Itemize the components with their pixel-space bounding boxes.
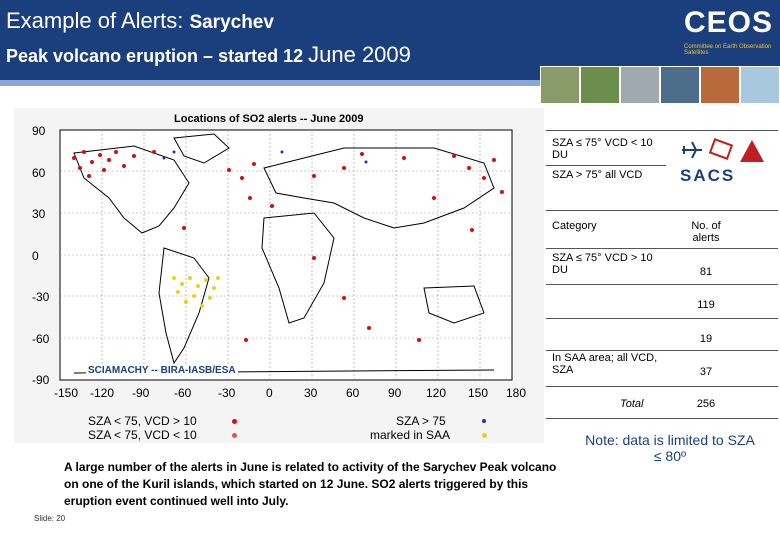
photo-thumbnail — [540, 66, 580, 104]
table-rule — [546, 248, 778, 249]
legend-label: SZA < 75, VCD > 10 — [88, 414, 197, 428]
title-regular-part: Example of Alerts: — [6, 8, 184, 33]
map-plot — [59, 129, 513, 381]
table-rule — [546, 284, 778, 285]
legend-swatch — [482, 433, 487, 438]
table-row-label: SZA > 75° all VCD — [552, 169, 643, 181]
y-tick-label: 0 — [32, 249, 39, 263]
y-tick-label: 30 — [32, 207, 46, 221]
y-tick-label: 90 — [32, 124, 46, 138]
alert-markers-vcd-high — [72, 150, 504, 342]
alerts-summary-table: SZA ≤ 75° VCD < 10 DU SZA > 75° all VCD … — [546, 130, 778, 420]
map-title: Locations of SO2 alerts -- June 2009 — [174, 113, 364, 125]
x-tick-label: -30 — [218, 386, 236, 400]
greenland-outline — [173, 133, 230, 164]
table-total-count: 256 — [696, 398, 716, 410]
sacs-icon — [682, 138, 764, 162]
x-tick-label: 30 — [304, 386, 318, 400]
y-tick-label: -30 — [32, 290, 50, 304]
table-cell-count: 37 — [699, 366, 713, 378]
photo-thumbnail — [580, 66, 620, 104]
x-tick-label: 60 — [346, 386, 360, 400]
slide-number: Slide: 20 — [34, 514, 66, 523]
title2-regular-part: June 2009 — [308, 42, 411, 67]
slide-title-line1: Example of Alerts: Sarychev — [6, 8, 274, 34]
legend-label: SZA > 75 — [396, 414, 446, 428]
photo-thumbnail — [740, 66, 780, 104]
table-rule — [546, 386, 778, 387]
map-credit: SCIAMACHY -- BIRA-IASB/ESA — [86, 365, 238, 376]
table-rule — [546, 130, 778, 131]
australia-outline — [423, 285, 485, 324]
x-tick-label: 150 — [468, 386, 489, 400]
so2-alert-map: Locations of SO2 alerts -- June 2009 90 … — [14, 108, 544, 443]
x-tick-label: -150 — [54, 386, 79, 400]
x-tick-label: -120 — [90, 386, 115, 400]
y-tick-label: 60 — [32, 166, 46, 180]
north-america-outline — [73, 145, 190, 234]
table-header-category: Category — [552, 220, 597, 232]
table-total-label: Total — [620, 398, 644, 410]
legend-label: marked in SAA — [370, 428, 451, 442]
table-rule — [546, 318, 778, 319]
y-tick-label: -90 — [32, 373, 50, 387]
table-cell-count: 119 — [697, 299, 715, 311]
table-row-label: SZA ≤ 75° VCD > 10 DU — [552, 252, 653, 276]
table-row-label: In SAA area; all VCD, SZA — [552, 352, 658, 376]
table-rule — [546, 418, 778, 419]
table-rule — [546, 350, 778, 351]
slide-header: Example of Alerts: Sarychev Peak volcano… — [0, 0, 780, 80]
x-tick-label: 180 — [506, 386, 527, 400]
eurasia-outline — [263, 147, 495, 229]
legend-label: SZA < 75, VCD < 10 — [88, 428, 197, 442]
photo-strip — [540, 66, 780, 106]
photo-thumbnail — [660, 66, 700, 104]
table-cell-count: 81 — [699, 266, 713, 278]
header-underline — [0, 80, 540, 86]
ceos-logo-text: CEOS — [684, 6, 774, 39]
photo-thumbnail — [620, 66, 660, 104]
x-tick-label: 120 — [426, 386, 447, 400]
x-tick-label: -90 — [132, 386, 150, 400]
legend-swatch — [482, 419, 486, 423]
title2-bold-part: Peak volcano eruption – started 12 — [6, 46, 304, 66]
alert-markers-saa — [172, 276, 220, 308]
legend-swatch — [232, 419, 237, 424]
x-tick-label: 0 — [266, 386, 273, 400]
legend-swatch — [232, 433, 237, 438]
x-tick-label: -60 — [174, 386, 192, 400]
south-america-outline — [158, 247, 210, 365]
ceos-logo-subtext: Committee on Earth Observation Satellite… — [684, 44, 772, 56]
ceos-logo: CEOS Committee on Earth Observation Sate… — [684, 4, 776, 66]
title-bold-part: Sarychev — [189, 12, 274, 33]
africa-outline — [261, 212, 335, 324]
data-note: Note: data is limited to SZA ≤ 80º — [585, 432, 755, 464]
table-rule — [546, 210, 778, 211]
alert-markers-sza-high — [162, 150, 368, 164]
table-row-label: SZA ≤ 75° VCD < 10 DU — [552, 137, 653, 161]
y-tick-label: -60 — [32, 332, 50, 346]
sacs-logo-text: SACS — [680, 166, 736, 185]
table-rule — [546, 165, 666, 166]
photo-thumbnail — [700, 66, 740, 104]
sacs-logo: SACS — [676, 134, 770, 186]
x-tick-label: 90 — [388, 386, 402, 400]
table-cell-count: 19 — [699, 333, 713, 345]
slide-caption: A large number of the alerts in June is … — [64, 460, 557, 508]
slide-title-line2: Peak volcano eruption – started 12 June … — [6, 42, 411, 68]
table-header-count: No. of alerts — [691, 220, 721, 244]
